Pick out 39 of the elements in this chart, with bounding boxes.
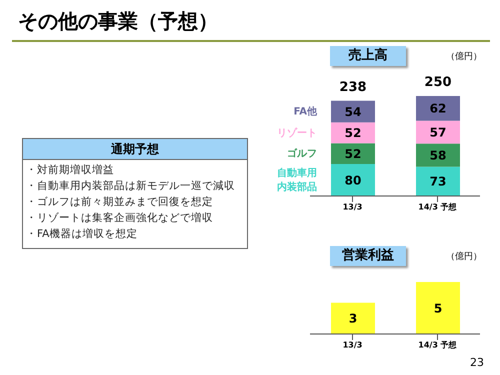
data-label: 54 — [344, 104, 362, 119]
text: その他の事業（予想） — [18, 8, 218, 35]
chart-title: 売上高 — [330, 46, 406, 66]
text: 通期予想 — [23, 139, 247, 160]
x-tick-label: 13/3 — [342, 340, 362, 350]
total-label: 238 — [339, 80, 367, 95]
bar — [331, 100, 375, 122]
text: ・対前期増収増益 — [26, 163, 115, 178]
text: ・FA機器は増収を想定 — [26, 227, 138, 242]
series-label: 自動車用内装部品 — [277, 166, 317, 192]
y-axis-title: （億円） — [446, 50, 482, 63]
total-label: 250 — [424, 75, 452, 90]
data-label: 52 — [344, 146, 362, 161]
data-label: 73 — [430, 174, 446, 189]
text: ・ゴルフは前々期並みまで回復を想定 — [26, 195, 214, 210]
bar — [331, 164, 375, 196]
bar — [331, 143, 375, 164]
x-tick-label: 14/3 予想 — [418, 202, 458, 212]
text: ・自動車用内装部品は新モデル一巡で減収 — [26, 179, 236, 194]
data-label: 5 — [434, 301, 442, 316]
data-label: 62 — [430, 102, 446, 116]
series-label: ゴルフ — [287, 147, 317, 160]
series-label: FA他 — [294, 105, 318, 118]
bar — [416, 166, 460, 196]
text: 23 — [470, 356, 484, 369]
x-tick-label: 14/3 予想 — [418, 340, 458, 350]
y-axis-title: （億円） — [446, 250, 482, 263]
data-label: 58 — [430, 148, 446, 162]
x-tick-label: 13/3 — [342, 202, 362, 212]
data-label: 57 — [430, 125, 446, 140]
series-label: リゾート — [277, 126, 317, 138]
chart-title: 営業利益 — [330, 246, 406, 266]
bar — [416, 96, 460, 121]
data-label: 80 — [344, 173, 362, 188]
text: ・リゾートは集客企画強化などで増収 — [26, 211, 214, 226]
bar — [416, 144, 460, 167]
data-label: 3 — [348, 312, 358, 326]
bar — [416, 120, 460, 144]
data-label: 52 — [344, 126, 362, 140]
